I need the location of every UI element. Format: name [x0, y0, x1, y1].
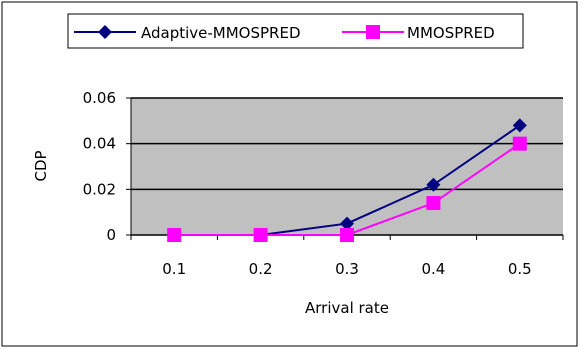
data-point-diamond	[426, 177, 441, 192]
x-tick-label: 0.1	[162, 260, 186, 278]
x-tick-labels: 0.1 0.2 0.3 0.4 0.5	[162, 260, 531, 278]
data-point-diamond	[340, 216, 354, 231]
legend-item-adaptive: Adaptive-MMOSPRED	[74, 24, 301, 42]
x-axis-title: Arrival rate	[305, 299, 389, 317]
legend-item-mmospred: MMOSPRED	[342, 24, 495, 42]
legend-label-adaptive: Adaptive-MMOSPRED	[141, 24, 301, 42]
x-tick-label: 0.3	[335, 260, 359, 278]
x-tick-label: 0.2	[249, 260, 273, 278]
x-tick-label: 0.5	[508, 260, 532, 278]
data-point-square	[512, 136, 527, 151]
plot-area	[131, 98, 563, 235]
legend-marker-adaptive	[98, 25, 112, 39]
y-axis-title: CDP	[32, 150, 50, 181]
y-tick-label: 0.06	[83, 89, 116, 107]
data-point-square	[167, 228, 182, 242]
legend: Adaptive-MMOSPRED MMOSPRED	[67, 13, 524, 49]
legend-label-mmospred: MMOSPRED	[407, 24, 495, 42]
series-layer	[167, 118, 527, 242]
data-point-square	[426, 196, 441, 211]
legend-box	[67, 13, 524, 49]
y-tick-label: 0.02	[83, 180, 116, 198]
y-tick-labels: 0 0.02 0.04 0.06	[83, 89, 116, 244]
y-tick-label: 0.04	[83, 135, 116, 153]
x-tick-label: 0.4	[421, 260, 445, 278]
data-point-square	[253, 228, 268, 242]
y-tick-label: 0	[106, 226, 116, 244]
data-point-square	[340, 228, 354, 242]
data-point-diamond	[512, 118, 527, 133]
legend-marker-mmospred	[366, 25, 380, 39]
